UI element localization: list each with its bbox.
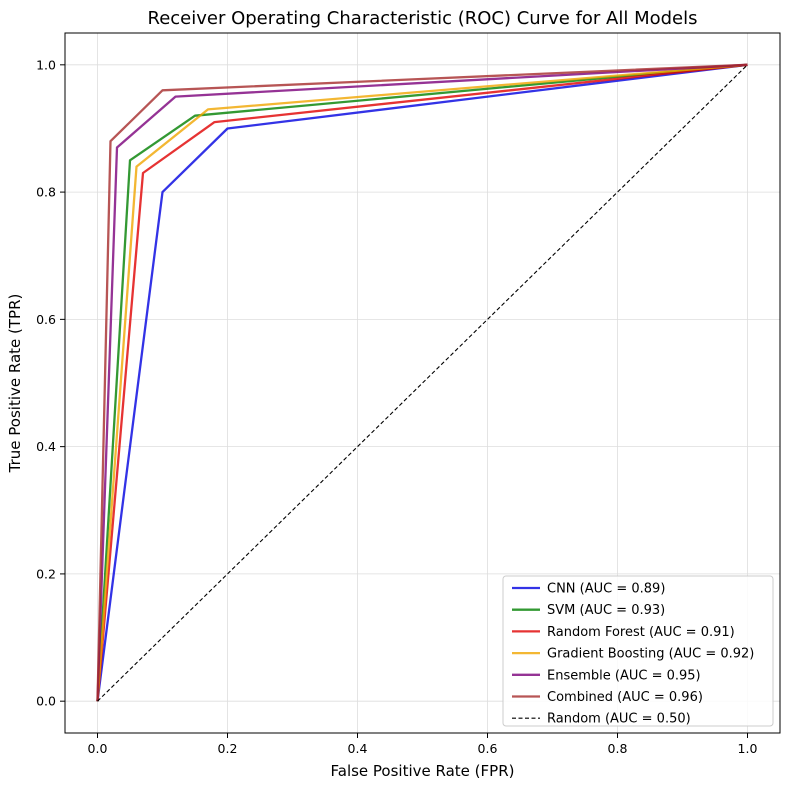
series-line [96, 63, 748, 702]
legend-box [502, 575, 774, 727]
x-tick-label: 0.0 [88, 741, 108, 756]
legend-label: Ensemble (AUC = 0.95) [547, 668, 701, 683]
legend-label: Gradient Boosting (AUC = 0.92) [547, 647, 754, 662]
legend-label: SVM (AUC = 0.93) [547, 603, 665, 618]
series-line [97, 64, 748, 702]
grid-layer [65, 33, 780, 733]
y-axis-title: True Positive Rate (TPR) [6, 294, 24, 474]
series-line [96, 63, 748, 702]
y-tick-label: 0.6 [36, 312, 56, 327]
legend: CNN (AUC = 0.89) SVM (AUC = 0.93) Random F… [502, 575, 774, 727]
legend-label: CNN (AUC = 0.89) [547, 582, 665, 597]
legend-label: Combined (AUC = 0.96) [547, 690, 703, 705]
y-tick-label: 0.0 [36, 694, 56, 709]
y-tick-label: 0.2 [36, 566, 56, 581]
x-tick-label: 0.8 [608, 741, 628, 756]
x-tick-label: 0.2 [218, 741, 238, 756]
series-line [96, 63, 748, 702]
series-line [96, 63, 748, 702]
chart-title: Receiver Operating Characteristic (ROC) … [148, 8, 698, 29]
series-line [96, 63, 748, 702]
y-tick-label: 0.8 [36, 185, 56, 200]
x-axis-title: False Positive Rate (FPR) [331, 762, 515, 780]
tick-layer: 0.0 0.2 0.4 0.6 0.8 1.0 0.0 0.2 0.4 0.6 0.8 1.0 [36, 57, 757, 756]
series-layer [96, 63, 748, 702]
plot-frame [64, 32, 781, 734]
legend-label: Random (AUC = 0.50) [547, 712, 691, 727]
legend-label: Random Forest (AUC = 0.91) [547, 625, 735, 640]
y-tick-label: 1.0 [36, 57, 56, 72]
x-tick-label: 1.0 [738, 741, 758, 756]
series-line [96, 63, 748, 702]
x-tick-label: 0.4 [348, 741, 368, 756]
x-tick-label: 0.6 [478, 741, 498, 756]
y-tick-label: 0.4 [36, 439, 56, 454]
